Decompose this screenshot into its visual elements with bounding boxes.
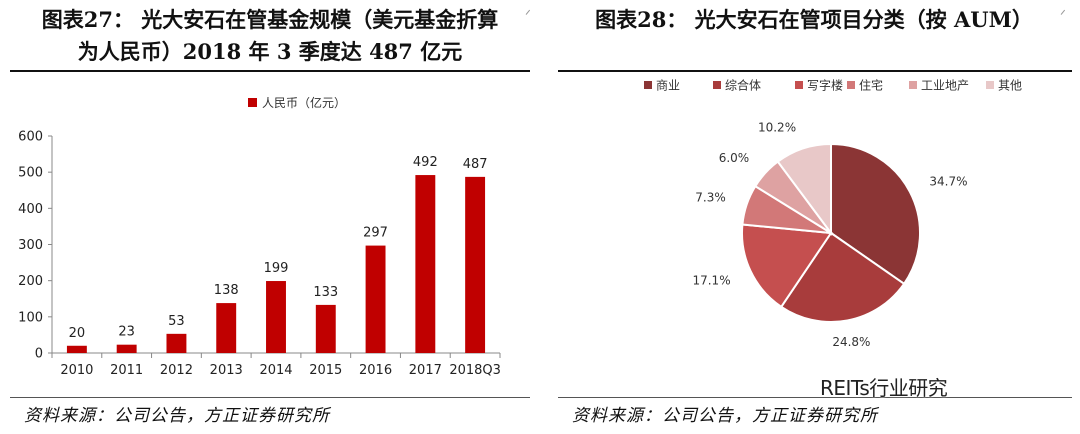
bar-data-label: 20 <box>69 326 86 341</box>
bar <box>415 175 436 353</box>
pie-data-label: 17.1% <box>692 273 730 287</box>
legend-label: 商业 <box>656 78 680 93</box>
figure-27-title-line1: 图表27： 光大安石在管基金规模（美元基金折算 <box>41 7 499 32</box>
x-tick-label: 2015 <box>309 363 342 378</box>
figure-28-top-rule <box>558 70 1072 72</box>
legend-label: 写字楼 <box>807 78 843 93</box>
legend-swatch <box>713 81 721 89</box>
x-tick-label: 2013 <box>210 363 243 378</box>
corner-mark-left: ᐟ <box>525 8 531 24</box>
pie-data-label: 6.0% <box>719 151 750 165</box>
y-tick-label: 200 <box>18 274 43 289</box>
y-tick-label: 0 <box>35 347 43 362</box>
figure-27-title-line2: 为人民币）2018 年 3 季度达 487 亿元 <box>77 39 463 64</box>
legend-label: 住宅 <box>859 78 883 93</box>
x-tick-label: 2017 <box>409 363 442 378</box>
figure-27-source: 资料来源：公司公告，方正证券研究所 <box>24 406 330 426</box>
pie-data-label: 24.8% <box>832 335 870 349</box>
legend-swatch <box>986 81 994 89</box>
bar <box>266 281 286 353</box>
bar-chart: 人民币（亿元） 0 100 200 300 400 500 600 20 2010 23 2011 53… <box>18 95 501 378</box>
pie-chart: 商业 综合体 写字楼 住宅 工业地产 其他 34.7% 24.8% 17.1% 7.3% 6.0% 1… <box>644 78 1022 349</box>
pie-data-label: 34.7% <box>929 175 967 189</box>
bar-data-label: 487 <box>463 157 488 172</box>
bar-data-label: 23 <box>118 325 135 340</box>
figure-27-top-rule <box>10 70 530 72</box>
y-tick-label: 600 <box>18 130 43 145</box>
pie-data-label: 7.3% <box>695 191 726 205</box>
figure-28-source: 资料来源：公司公告，方正证券研究所 <box>572 406 878 426</box>
bar-data-label: 199 <box>264 261 289 276</box>
bar-data-label: 133 <box>313 285 338 300</box>
bar-data-label: 297 <box>363 226 388 241</box>
x-tick-label: 2014 <box>259 363 292 378</box>
pie-slice <box>776 142 832 237</box>
bar <box>365 245 386 353</box>
legend-swatch <box>909 81 917 89</box>
legend-label-rmb: 人民币（亿元） <box>262 95 346 110</box>
bar <box>66 345 87 353</box>
bar <box>465 176 486 353</box>
bar <box>116 344 137 353</box>
figure-28-bottom-rule <box>558 397 1072 398</box>
legend-swatch <box>795 81 803 89</box>
legend-swatch <box>644 81 652 89</box>
corner-mark-right: ᐟ <box>1060 8 1066 24</box>
x-tick-label: 2010 <box>60 363 93 378</box>
legend-label: 其他 <box>998 79 1022 93</box>
pie-slice <box>779 231 906 323</box>
watermark: REITs行业研究 <box>820 376 948 400</box>
pie-slice <box>741 223 833 309</box>
legend-label: 工业地产 <box>921 79 969 93</box>
pie-slice <box>830 142 922 286</box>
bar <box>166 333 187 353</box>
x-tick-label: 2018Q3 <box>449 363 501 378</box>
x-tick-label: 2012 <box>160 363 193 378</box>
bar-data-label: 138 <box>214 283 239 298</box>
bar <box>315 304 336 353</box>
figure-28-panel: 图表28： 光大安石在管项目分类（按 AUM） 商业 综合体 写字楼 住宅 工业地产 其他… <box>548 0 1080 434</box>
figure-27-bottom-rule <box>10 397 530 398</box>
legend-swatch-rmb <box>248 98 257 107</box>
x-tick-label: 2016 <box>359 363 392 378</box>
y-tick-label: 400 <box>18 202 43 217</box>
y-tick-label: 500 <box>18 166 43 181</box>
x-tick-label: 2011 <box>110 363 143 378</box>
bar-data-label: 492 <box>413 155 438 170</box>
legend-swatch <box>847 81 855 89</box>
bar <box>216 303 237 353</box>
legend-label: 综合体 <box>725 78 761 93</box>
bar-data-label: 53 <box>168 314 185 329</box>
y-tick-label: 100 <box>18 310 43 325</box>
figure-28-title: 图表28： 光大安石在管项目分类（按 AUM） <box>595 7 1033 32</box>
figure-27-panel: 图表27： 光大安石在管基金规模（美元基金折算 为人民币）2018 年 3 季度… <box>10 7 530 426</box>
pie-data-label: 10.2% <box>758 121 796 135</box>
y-tick-label: 300 <box>18 238 43 253</box>
